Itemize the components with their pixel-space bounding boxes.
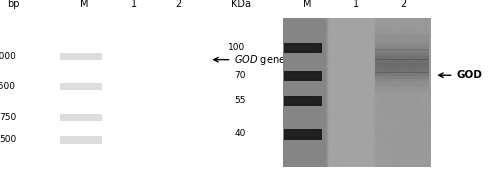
Bar [114, 47, 155, 49]
Bar [376, 79, 428, 83]
Bar [114, 39, 155, 42]
Text: 40: 40 [234, 129, 245, 138]
Bar [114, 50, 155, 53]
Bar [114, 62, 155, 64]
Text: 2000: 2000 [0, 52, 16, 61]
Bar [284, 96, 323, 106]
Bar [114, 31, 155, 34]
Bar [114, 75, 155, 77]
Bar [284, 43, 323, 53]
Bar [60, 53, 102, 60]
Bar [60, 83, 102, 90]
Bar [376, 69, 428, 73]
Bar [376, 56, 428, 60]
Bar [376, 53, 428, 56]
Bar [376, 40, 428, 43]
Bar [114, 66, 155, 68]
Bar [376, 30, 428, 33]
Text: KDa: KDa [231, 0, 251, 9]
Text: M: M [80, 0, 88, 9]
Bar [114, 52, 155, 55]
Bar [114, 28, 155, 31]
Text: 1500: 1500 [0, 82, 16, 91]
Bar [376, 49, 428, 53]
Bar [114, 67, 155, 70]
Bar [114, 77, 155, 79]
Bar [376, 82, 428, 86]
Bar [114, 54, 155, 56]
Bar [287, 74, 318, 78]
Text: 750: 750 [0, 113, 16, 122]
Bar [284, 71, 323, 81]
Text: 70: 70 [234, 71, 245, 80]
Bar [114, 58, 155, 60]
Bar [287, 46, 318, 50]
Bar [376, 86, 428, 89]
Bar [114, 73, 155, 75]
Bar [60, 136, 102, 144]
Bar [114, 23, 155, 25]
Bar [376, 66, 428, 69]
Text: GOD: GOD [456, 70, 482, 80]
Bar [284, 129, 323, 140]
Bar [114, 25, 155, 28]
Bar [114, 69, 155, 71]
Text: 1: 1 [131, 0, 138, 9]
Text: 2: 2 [400, 0, 406, 9]
Text: bp: bp [7, 0, 20, 9]
Bar [376, 26, 428, 30]
Bar [376, 76, 428, 79]
Text: 2: 2 [176, 0, 182, 9]
Bar [114, 64, 155, 66]
Text: $\mathit{GOD}$ gene: $\mathit{GOD}$ gene [234, 53, 286, 67]
Bar [376, 36, 428, 40]
Bar [287, 132, 318, 137]
Bar [376, 33, 428, 37]
Bar [376, 43, 428, 46]
Bar [114, 20, 155, 23]
Bar [114, 41, 155, 43]
Bar [114, 49, 155, 51]
Bar [376, 72, 428, 76]
Text: 500: 500 [0, 135, 16, 144]
Bar [114, 36, 155, 39]
Bar [376, 59, 428, 63]
Text: M: M [304, 0, 312, 9]
Bar [114, 56, 155, 58]
Bar [376, 89, 428, 92]
Text: 100: 100 [228, 43, 246, 52]
Bar [114, 43, 155, 45]
Bar [376, 46, 428, 50]
Text: 1: 1 [353, 0, 360, 9]
Bar [287, 99, 318, 104]
Text: 55: 55 [234, 96, 245, 105]
Bar [114, 45, 155, 47]
Bar [376, 63, 428, 66]
Bar [114, 71, 155, 73]
Bar [60, 114, 102, 121]
Bar [114, 34, 155, 36]
Bar [114, 60, 155, 62]
